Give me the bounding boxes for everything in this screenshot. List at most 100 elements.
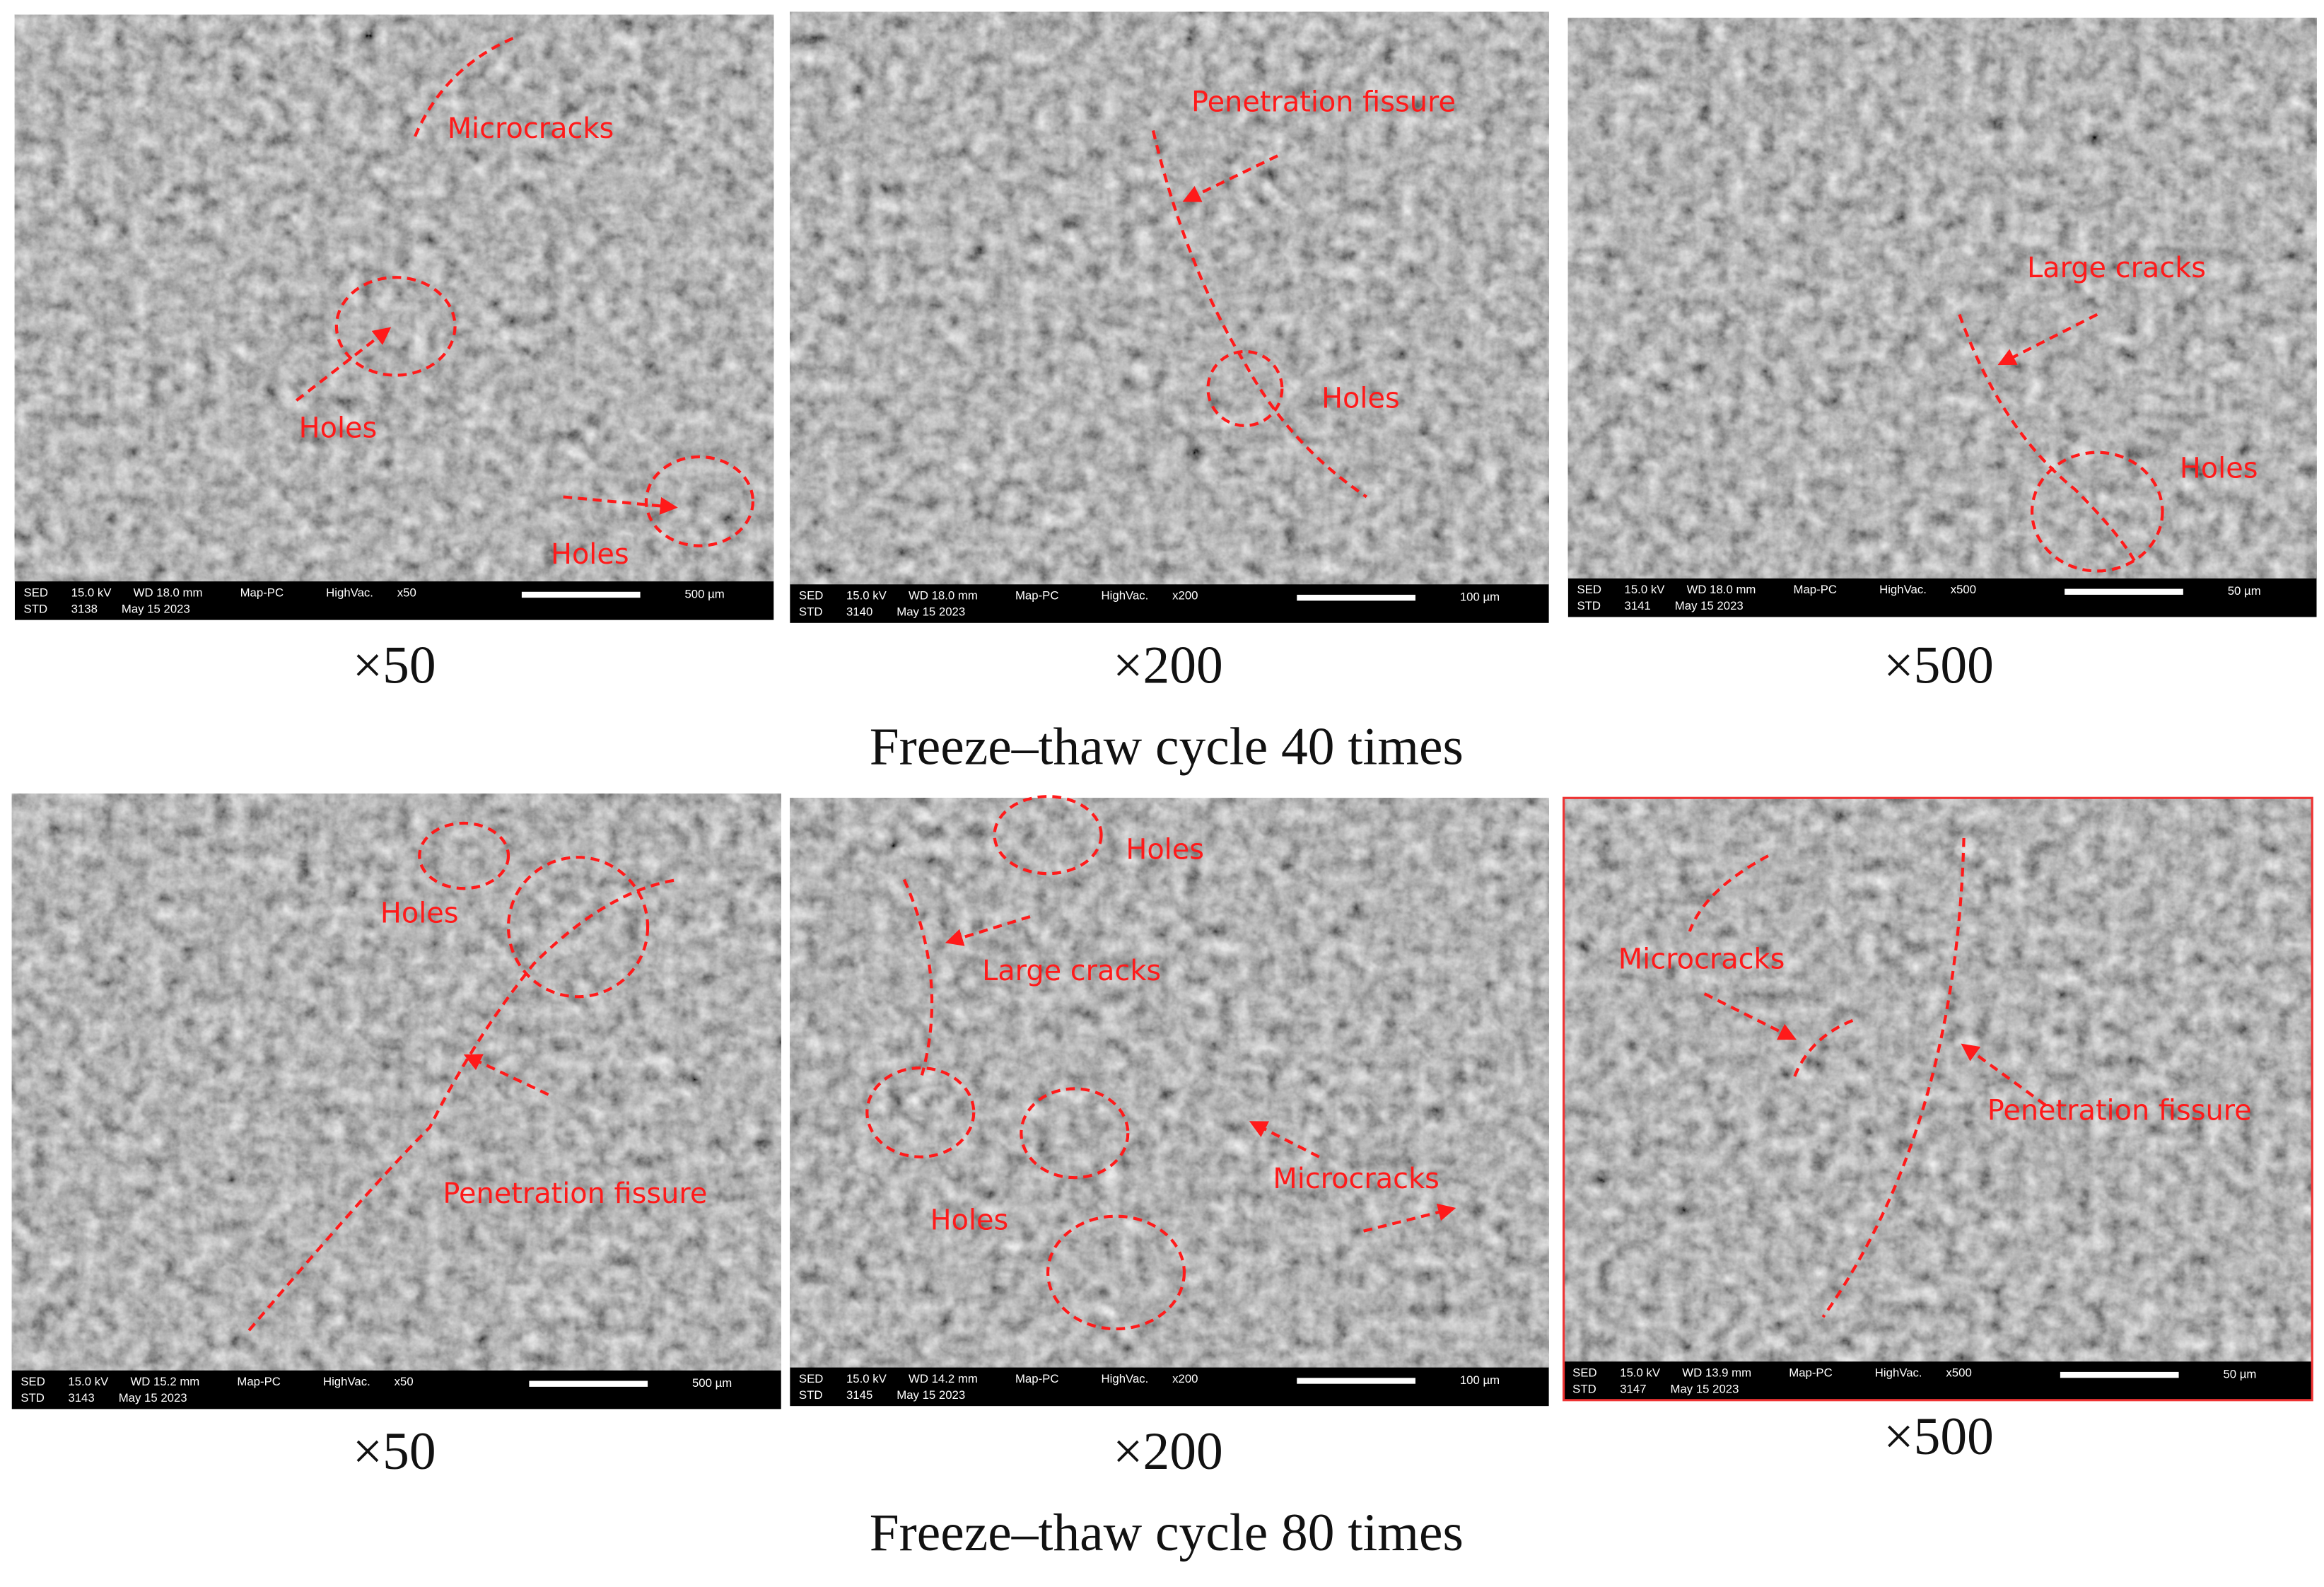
crack-line <box>414 35 517 137</box>
hole-circle <box>865 1066 976 1158</box>
annotation-label: Microcracks <box>1618 943 1785 975</box>
info-text: Map-PC <box>237 1375 280 1388</box>
sem-panel: SED 15.0 kV WD 18.0 mm Map-PC HighVac. x200 ST… <box>790 11 1549 623</box>
sem-texture <box>1563 798 2313 1362</box>
hole-circle <box>506 856 650 999</box>
info-text: 3143 <box>68 1391 94 1405</box>
scale-bar <box>2065 588 2183 595</box>
info-text: 15.0 kV <box>1625 583 1666 596</box>
info-bar <box>1563 1361 2313 1400</box>
sem-panel: SED 15.0 kV WD 18.0 mm Map-PC HighVac. x500 ST… <box>1567 18 2317 617</box>
sem-panel: SED 15.0 kV WD 15.2 mm Map-PC HighVac. x50 STD… <box>11 794 781 1409</box>
annotation-label: Large cracks <box>982 955 1161 987</box>
info-bar <box>14 581 774 620</box>
crack-line <box>1688 854 1769 932</box>
info-text: May 15 2023 <box>122 602 190 615</box>
annotation-label: Holes <box>930 1204 1009 1237</box>
sem-panel: SED 15.0 kV WD 13.9 mm Map-PC HighVac. x500 ST… <box>1563 796 2313 1402</box>
crack-line <box>1821 837 1966 1318</box>
row-caption: Freeze–thaw cycle 40 times <box>870 718 1464 777</box>
sem-texture <box>790 798 1549 1368</box>
info-text: SED <box>1572 1366 1596 1379</box>
info-text: 3145 <box>846 1388 872 1402</box>
info-text: 15.0 kV <box>846 589 887 603</box>
arrow <box>1363 1203 1456 1233</box>
info-text: 15.0 kV <box>68 1375 109 1388</box>
annotation-label: Penetration fissure <box>443 1178 707 1210</box>
hole-circle <box>644 455 755 547</box>
magnification-caption: ×50 <box>353 636 436 694</box>
arrow <box>1703 992 1797 1040</box>
arrow <box>1961 1043 2047 1107</box>
info-text: x500 <box>1946 1366 1971 1379</box>
info-text: HighVac. <box>1879 583 1927 596</box>
info-text: 3140 <box>846 605 872 619</box>
magnification-caption: ×500 <box>1884 1407 1994 1466</box>
hole-circle <box>334 276 457 377</box>
scale-bar <box>529 1380 648 1387</box>
info-text: x200 <box>1172 1372 1198 1385</box>
info-text: x50 <box>395 1375 414 1388</box>
hole-circle <box>1046 1214 1186 1331</box>
info-text: STD <box>799 605 823 619</box>
info-text: SED <box>1577 583 1601 596</box>
sem-panel: SED 15.0 kV WD 18.0 mm Map-PC HighVac. x50 STD… <box>14 14 774 620</box>
scale-bar <box>1297 594 1415 601</box>
sem-texture <box>1567 18 2317 579</box>
hole-circle <box>1020 1087 1130 1180</box>
info-text: Map-PC <box>1015 1372 1058 1385</box>
info-text: HighVac. <box>1875 1366 1922 1379</box>
info-text: x500 <box>1951 583 1976 596</box>
info-text: 15.0 kV <box>71 586 112 599</box>
info-bar <box>11 1370 781 1409</box>
magnification-caption: ×500 <box>1884 636 1994 694</box>
annotation-label: Holes <box>299 412 378 445</box>
info-text: May 15 2023 <box>897 1388 965 1402</box>
annotation-label: Penetration fissure <box>1987 1094 2252 1127</box>
scale-label: 50 µm <box>2223 1368 2256 1381</box>
annotation-label: Holes <box>1126 833 1204 866</box>
scale-bar <box>1297 1378 1415 1384</box>
info-text: 3141 <box>1625 599 1651 612</box>
info-bar <box>790 584 1549 623</box>
info-text: May 15 2023 <box>1671 1383 1739 1396</box>
scale-bar <box>2060 1371 2179 1378</box>
crack-line <box>1958 313 2136 562</box>
info-text: HighVac. <box>323 1375 370 1388</box>
arrow <box>295 327 392 402</box>
info-text: WD 15.2 mm <box>130 1375 199 1388</box>
annotation-label: Penetration fissure <box>1191 86 1456 118</box>
info-text: WD 18.0 mm <box>909 589 978 603</box>
info-text: 3138 <box>71 602 98 615</box>
crack-line <box>1792 1018 1854 1081</box>
row-caption: Freeze–thaw cycle 80 times <box>870 1504 1464 1562</box>
sem-texture <box>11 794 781 1371</box>
sem-texture <box>790 11 1549 585</box>
info-text: HighVac. <box>326 586 373 599</box>
info-text: WD 18.0 mm <box>134 586 203 599</box>
arrow <box>563 495 678 515</box>
info-text: Map-PC <box>1794 583 1837 596</box>
scale-label: 100 µm <box>1460 1373 1500 1387</box>
info-text: x200 <box>1172 589 1198 603</box>
magnification-caption: ×200 <box>1113 636 1223 694</box>
info-text: x50 <box>397 586 416 599</box>
info-text: WD 18.0 mm <box>1687 583 1756 596</box>
info-text: STD <box>799 1388 823 1402</box>
annotation-label: Holes <box>380 897 459 929</box>
crack-line <box>1151 130 1367 499</box>
info-text: Map-PC <box>240 586 284 599</box>
info-text: STD <box>1572 1383 1596 1396</box>
hole-circle <box>418 821 510 890</box>
annotation-label: Microcracks <box>1273 1163 1440 1195</box>
info-text: STD <box>1577 599 1601 612</box>
sem-panel: SED 15.0 kV WD 14.2 mm Map-PC HighVac. x200 ST… <box>790 795 1549 1407</box>
annotation-label: Holes <box>2180 452 2258 484</box>
arrow <box>1997 313 2098 366</box>
arrow <box>1249 1121 1320 1158</box>
magnification-caption: ×50 <box>353 1422 436 1481</box>
arrow <box>463 1054 549 1096</box>
info-text: STD <box>21 1391 45 1405</box>
